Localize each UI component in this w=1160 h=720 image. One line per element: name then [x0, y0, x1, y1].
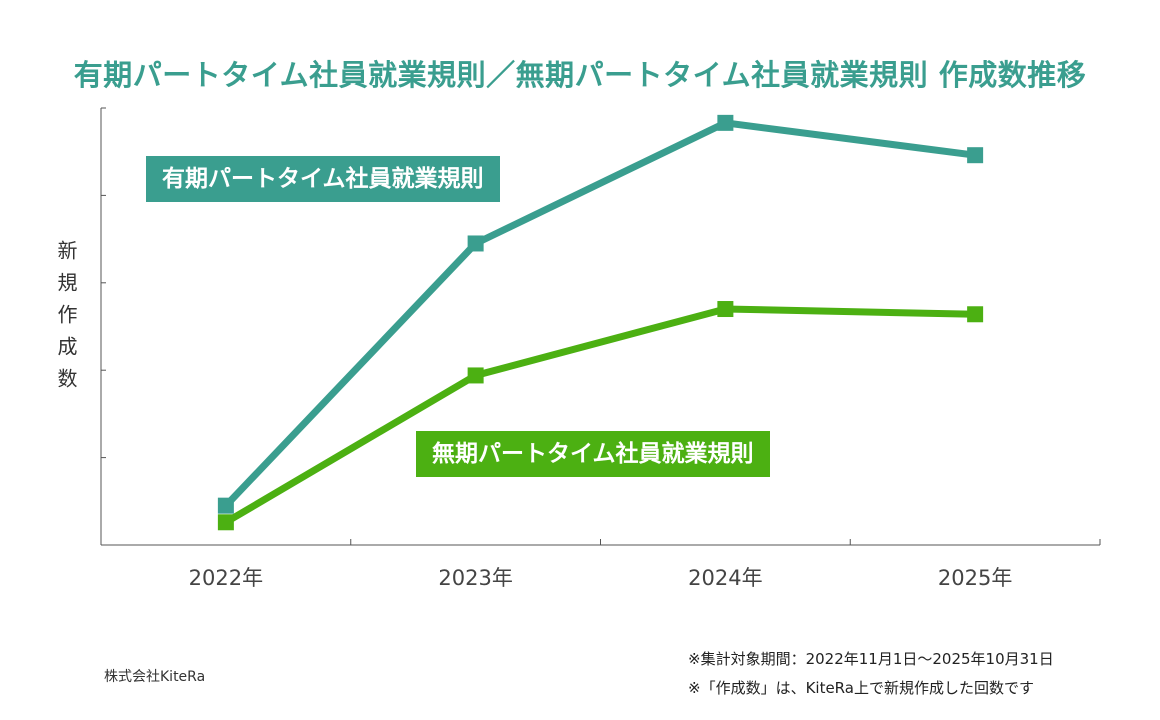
series-0-point: [217, 497, 234, 514]
series-0-point: [717, 114, 734, 131]
x-tick-label: 2025年: [938, 566, 1012, 590]
chart-series-markers: [217, 114, 984, 531]
series-1-point: [217, 514, 234, 531]
x-tick-labels: 2022年 2023年 2024年 2025年: [189, 566, 1013, 590]
chart-series-lines: [222, 119, 979, 526]
footnotes: ※集計対象期間：2022年11月1日〜2025年10月31日 ※「作成数」は、K…: [688, 645, 1054, 703]
series-0-point: [967, 147, 984, 164]
x-tick-label: 2024年: [688, 566, 762, 590]
series-0-point: [467, 235, 484, 252]
x-tick-label: 2022年: [189, 566, 263, 590]
chart-title: 有期パートタイム社員就業規則／無期パートタイム社員就業規則 作成数推移: [73, 58, 1087, 92]
legend-label-fixed-term: 有期パートタイム社員就業規則: [146, 156, 500, 202]
footnote-definition: ※「作成数」は、KiteRa上で新規作成した回数です: [688, 679, 1034, 697]
chart-axes: [100, 107, 1101, 546]
series-1-point: [717, 301, 734, 318]
series-line-1: [222, 305, 979, 526]
footnote-period: ※集計対象期間：2022年11月1日〜2025年10月31日: [688, 650, 1054, 668]
company-credit: 株式会社KiteRa: [104, 669, 206, 685]
series-line-0: [222, 119, 979, 510]
y-axis-label: 新規作成数: [54, 240, 78, 400]
x-tick-label: 2023年: [438, 566, 512, 590]
series-1-point: [967, 306, 984, 323]
legend-label-indefinite-term: 無期パートタイム社員就業規則: [416, 431, 770, 477]
series-1-point: [467, 367, 484, 384]
